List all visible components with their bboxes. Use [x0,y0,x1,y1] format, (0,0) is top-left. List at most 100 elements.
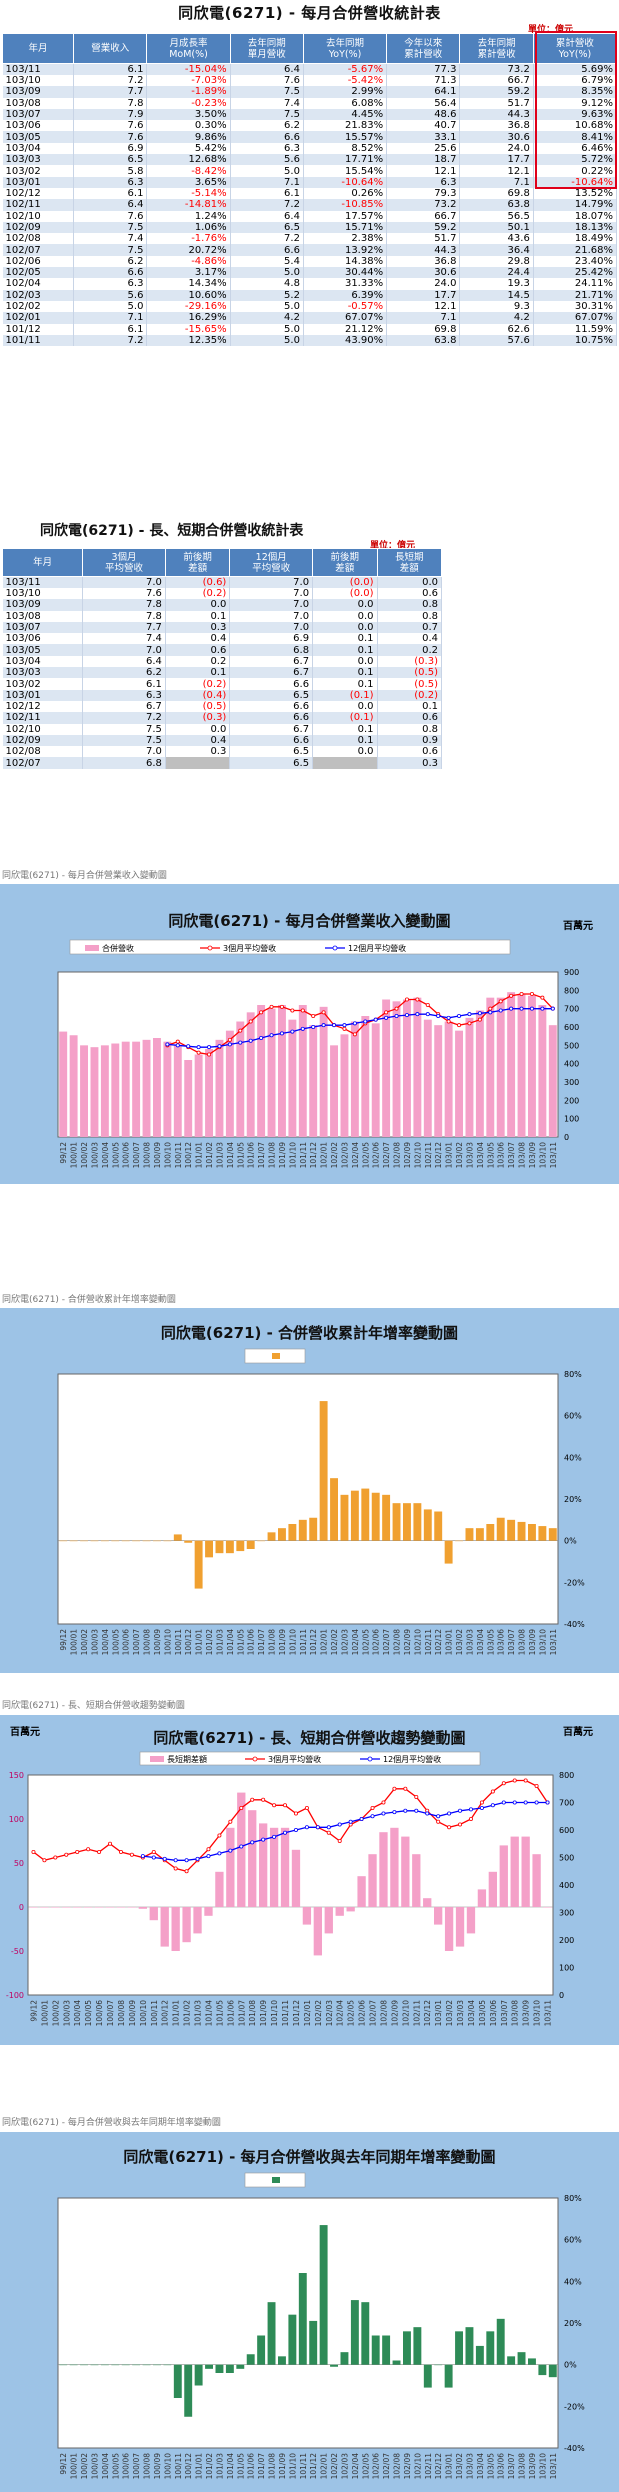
table-cell: 0.2 [377,644,443,656]
row-month: 102/11 [2,199,75,211]
bar [423,1898,432,1907]
x-tick-label: 102/06 [372,1142,381,1169]
row-month: 102/11 [2,712,84,724]
x-tick-label: 102/12 [434,1142,443,1169]
table-cell [165,757,231,769]
bar [257,1540,266,1542]
x-tick-label: 101/07 [237,2000,246,2027]
line-point [290,1008,295,1013]
table-cell: 6.8 [229,644,314,656]
row-month: 102/02 [2,300,75,313]
table-cell: 6.1 [82,678,166,690]
row-month: 103/11 [2,576,84,588]
bar [309,1517,318,1541]
table-row: 103/07 7.7 0.3 7.0 0.0 0.7 [2,621,443,634]
table1-header-4: 去年同期 YoY(%) [302,33,388,64]
line-point [529,992,534,997]
x-tick-label: 103/09 [528,1629,537,1656]
bar [413,1503,422,1541]
bar [111,2364,120,2366]
x-tick-label: 100/09 [153,1142,162,1169]
bar [111,1540,120,1542]
bar [361,1016,370,1137]
bar [246,2354,255,2365]
bar [548,1528,557,1541]
bar [548,1025,557,1137]
y-tick-label: 60% [564,2236,582,2245]
bar [382,2335,391,2365]
table-cell: 12.1 [386,300,461,313]
chart1-unit-label: 百萬元 [563,921,593,932]
bar [267,2302,276,2365]
row-month: 103/10 [2,588,84,600]
x-tick-label: 103/01 [445,1142,454,1169]
table-row: 102/08 7.4 -1.76% 7.2 2.38% 51.7 43.6 18.49% [2,233,618,245]
line-point [217,1833,222,1838]
row-month: 103/04 [2,655,84,668]
x-tick-label: 103/09 [528,2453,537,2480]
legend-swatch [85,945,99,951]
table-cell: 7.7 [82,621,166,634]
line-point [370,1814,375,1819]
table-cell: 57.6 [459,334,534,347]
bar [184,1540,193,1543]
table-cell: 7.2 [82,712,166,724]
table-cell: 0.6 [377,712,443,724]
bar [153,2364,161,2366]
line-point [501,1800,506,1805]
table-cell: 7.6 [230,75,304,87]
bar [205,1049,213,1137]
bar [499,1845,508,1907]
x-tick-label: 100/01 [70,2453,79,2480]
x-tick-label: 102/08 [393,1629,402,1656]
bar [142,2364,151,2366]
table-cell: 12.1 [386,165,461,177]
table-cell: 30.44% [303,267,388,279]
table-row: 102/10 7.6 1.24% 6.4 17.57% 66.7 56.5 18.07% [2,210,618,222]
line-point [238,1040,243,1045]
line-point [206,1847,211,1852]
line-point [501,1781,506,1786]
bar [368,1854,377,1907]
bar [80,1045,88,1137]
bar [538,1005,547,1137]
row-month: 103/06 [2,120,75,132]
bar [444,2364,453,2388]
table-cell: -5.14% [146,187,231,200]
line-point [175,1039,180,1044]
row-month: 102/06 [2,255,75,268]
bar [153,1038,161,1137]
bar [434,1511,443,1541]
x-tick-label: 100/05 [111,2453,120,2480]
row-month: 102/01 [2,312,75,324]
table-cell: 0.6 [377,746,443,758]
y-tick-label: 100 [564,1115,579,1124]
bar [319,1006,328,1137]
x-tick-label: 103/03 [465,1142,474,1169]
table-row: 103/09 7.8 0.0 7.0 0.0 0.8 [2,599,443,611]
table-cell: -10.85% [303,199,388,211]
line-point [359,1817,364,1822]
bar [69,2364,78,2366]
line-point [414,1795,419,1800]
table-row: 103/07 7.9 3.50% 7.5 4.45% 48.6 44.3 9.63% [2,108,618,121]
table-cell: 5.0 [230,334,304,347]
table-cell: 0.1 [377,700,443,713]
table-row: 103/03 6.5 12.68% 5.6 17.71% 18.7 17.7 5.72% [2,154,618,166]
y-tick-label: 300 [564,1078,579,1087]
x-tick-label: 102/01 [303,2000,312,2027]
y-tick-label: 50 [14,1859,24,1868]
table-cell: 66.7 [459,75,534,87]
table-cell: 36.8 [459,120,534,132]
line-point [250,1840,255,1845]
table-cell: (0.0) [312,576,378,588]
line-point [498,1008,503,1013]
y2-tick-label: 300 [559,1909,574,1918]
x-tick-label: 102/09 [390,2000,399,2027]
x-tick-label: 103/10 [533,2000,542,2027]
bar [413,2327,422,2365]
table-cell: 4.2 [459,312,534,324]
table-cell: 24.0 [459,142,534,155]
table-row: 103/06 7.6 0.30% 6.2 21.83% 40.7 36.8 10.68% [2,120,618,132]
bar [403,1503,411,1541]
